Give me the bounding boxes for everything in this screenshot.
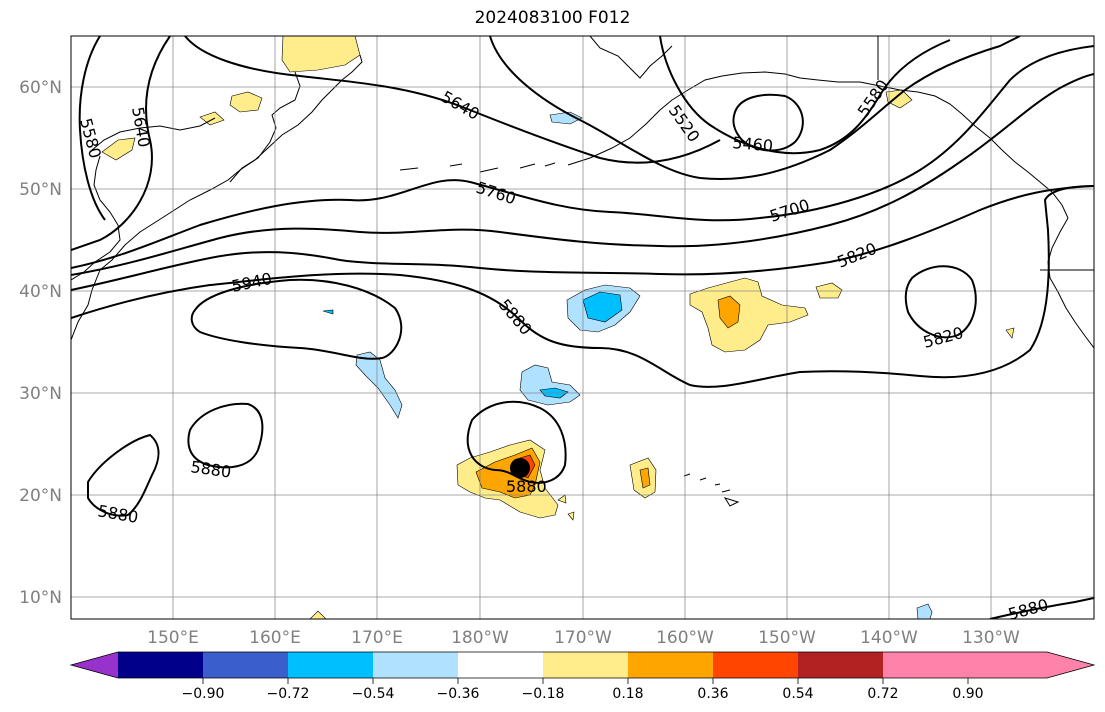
colorbar-tick-label: −0.36 xyxy=(437,686,480,702)
colorbar-segment xyxy=(118,652,203,678)
colorbar-segment xyxy=(288,652,373,678)
contour-5940 xyxy=(190,278,403,360)
positive-anomaly-area xyxy=(567,511,575,521)
negative-anomaly-area xyxy=(519,364,581,406)
sea-of-okhotsk-coast xyxy=(91,117,216,151)
colorbar-segment xyxy=(713,652,798,678)
contour-5880-main xyxy=(71,185,1094,388)
colorbar-segment xyxy=(373,652,458,678)
positive-anomaly-area xyxy=(689,277,809,353)
negative-anomaly-area xyxy=(582,291,623,323)
lon-label: 160°E xyxy=(249,628,301,648)
bering-coast xyxy=(589,36,673,79)
hawaii-islands xyxy=(683,473,740,507)
contour-5580-west xyxy=(78,36,106,221)
lat-label: 20°N xyxy=(19,486,62,506)
contour-5880-southwest-b xyxy=(87,433,160,517)
latitude-labels: 60°N 50°N 40°N 30°N 20°N 10°N xyxy=(19,78,62,608)
positive-anomaly-area xyxy=(309,610,327,619)
colorbar-tick-label: −0.90 xyxy=(182,686,225,702)
kamchatka-coast xyxy=(229,71,301,183)
aleutian-islands xyxy=(399,162,556,173)
contour-5880-southeast xyxy=(989,597,1094,619)
contour-5700 xyxy=(71,73,1094,276)
lon-label: 150°W xyxy=(758,628,816,648)
contour-label: 5880 xyxy=(506,477,547,496)
colorbar-segment xyxy=(883,652,1094,678)
colorbar-tick-label: 0.18 xyxy=(612,686,643,702)
contour-label: 5460 xyxy=(732,133,774,155)
contour-5880-southwest-a xyxy=(187,402,264,469)
positive-anomaly-area xyxy=(281,36,361,73)
contour-5760 xyxy=(71,45,1094,269)
contour-5580-east xyxy=(659,36,951,155)
colorbar-tick-label: −0.18 xyxy=(522,686,565,702)
colorbar-tick-label: 0.54 xyxy=(782,686,813,702)
positive-anomaly-area xyxy=(229,91,263,113)
alaska-gulf-coast xyxy=(859,81,1069,219)
lat-label: 50°N xyxy=(19,180,62,200)
map-title: 2024083100 F012 xyxy=(474,8,631,28)
positive-anomaly-area xyxy=(101,137,136,161)
colorbar-tick-label: −0.54 xyxy=(352,686,395,702)
north-america-west-coast xyxy=(1047,217,1094,349)
japan-coast xyxy=(71,155,121,281)
contour-5520 xyxy=(489,36,1021,181)
colorbar: −0.90 −0.72 −0.54 −0.36 −0.18 0.18 0.36 … xyxy=(69,651,1096,702)
positive-anomaly-area xyxy=(1005,327,1015,339)
negative-anomaly-area xyxy=(916,603,933,619)
lon-label: 130°W xyxy=(962,628,1020,648)
positive-anomaly-area xyxy=(557,494,567,504)
colorbar-segment xyxy=(71,652,118,678)
lat-lon-gridlines xyxy=(71,36,1094,619)
asia-coast xyxy=(71,54,363,341)
colorbar-segment xyxy=(628,652,713,678)
colorbar-tick-label: 0.90 xyxy=(952,686,983,702)
colorbar-segment xyxy=(203,652,288,678)
negative-anomaly-area xyxy=(322,309,334,315)
storm-center-marker xyxy=(510,458,530,478)
height-contours xyxy=(71,36,1094,619)
coastlines xyxy=(71,36,1094,507)
colorbar-tick-label: 0.36 xyxy=(697,686,728,702)
contour-5820 xyxy=(71,185,1094,291)
alaska-peninsula xyxy=(567,71,860,166)
lat-label: 30°N xyxy=(19,384,62,404)
lon-label: 170°W xyxy=(554,628,612,648)
positive-anomaly-area xyxy=(717,295,741,329)
positive-anomaly-area xyxy=(815,282,843,299)
colorbar-segment xyxy=(543,652,628,678)
lon-label: 140°W xyxy=(860,628,918,648)
contour-5880-center xyxy=(466,400,567,484)
longitude-labels: 150°E 160°E 170°E 180°W 170°W 160°W 150°… xyxy=(147,628,1020,648)
contour-5640-west xyxy=(71,36,171,251)
lon-label: 180°W xyxy=(451,628,509,648)
positive-anomaly-area xyxy=(639,467,651,489)
colorbar-outline xyxy=(69,651,1096,679)
colorbar-segment xyxy=(458,652,543,678)
contour-5820-east xyxy=(904,265,977,339)
colorbar-tick-label: −0.72 xyxy=(267,686,310,702)
colorbar-segment xyxy=(798,652,883,678)
lon-label: 170°E xyxy=(351,628,403,648)
lat-label: 40°N xyxy=(19,282,62,302)
contour-5640-north xyxy=(184,36,721,164)
lon-label: 150°E xyxy=(147,628,199,648)
lat-label: 60°N xyxy=(19,78,62,98)
colorbar-tick-label: 0.72 xyxy=(867,686,898,702)
plot-frame xyxy=(70,35,1095,620)
lon-label: 160°W xyxy=(656,628,714,648)
lat-label: 10°N xyxy=(19,588,62,608)
contour-5460 xyxy=(732,93,804,152)
